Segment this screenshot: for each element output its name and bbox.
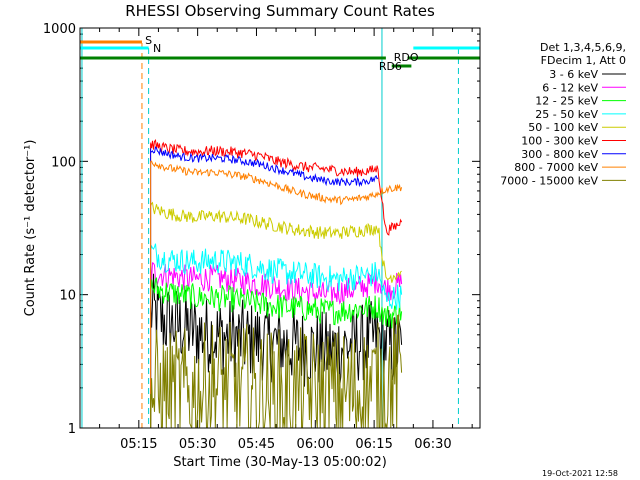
series-line-3 (150, 243, 403, 310)
x-tick-label: 06:30 (414, 437, 451, 452)
chart-title: RHESSI Observing Summary Count Rates (125, 2, 435, 20)
y-tick-label: 100 (51, 155, 76, 170)
y-tick-label: 1 (68, 422, 76, 437)
x-tick-label: 05:15 (120, 437, 157, 452)
y-axis-label: Count Rate (s⁻¹ detector⁻¹) (23, 140, 38, 317)
series-line-6 (150, 146, 379, 188)
legend-label: 12 - 25 keV (535, 95, 598, 108)
x-axis-label: Start Time (30-May-13 05:00:02) (173, 455, 387, 470)
x-tick-label: 06:15 (355, 437, 392, 452)
footer-date: 19-Oct-2021 12:58 (542, 469, 618, 478)
y-tick-label: 10 (59, 289, 76, 304)
legend-label: 3 - 6 keV (549, 68, 598, 81)
x-tick-label: 06:00 (297, 437, 334, 452)
saa-label: S (145, 34, 152, 47)
rd6-label: RD6 (379, 60, 402, 73)
x-tick-label: 05:45 (238, 437, 275, 452)
legend-label: 800 - 7000 keV (514, 161, 598, 174)
legend-label: 300 - 800 keV (521, 148, 598, 161)
series-line-5 (150, 138, 403, 236)
series-line-0 (150, 273, 403, 387)
x-tick-label: 05:30 (179, 437, 216, 452)
legend-label: 6 - 12 keV (542, 81, 598, 94)
y-tick-label: 1000 (43, 22, 76, 37)
series-line-2 (150, 277, 403, 329)
legend-label: 25 - 50 keV (535, 108, 598, 121)
series-line-1 (150, 262, 403, 305)
legend-header-1: Det 1,3,4,5,6,9, (540, 41, 626, 54)
plot-frame (79, 27, 481, 429)
legend-label: 100 - 300 keV (521, 135, 598, 148)
legend-label: 7000 - 15000 keV (500, 174, 598, 187)
x-axis-ticks: 05:15 05:30 05:45 06:00 06:15 06:30 (99, 28, 473, 452)
series-line-4 (150, 201, 402, 283)
night-label: N (153, 42, 161, 55)
rdo-label: RDO (394, 51, 419, 64)
legend-header-2: FDecim 1, Att 0 (541, 54, 626, 67)
y-axis-ticks: 1 10 100 1000 (43, 22, 480, 437)
series-line-7 (150, 160, 403, 206)
legend-label: 50 - 100 keV (528, 121, 598, 134)
legend: Det 1,3,4,5,6,9, FDecim 1, Att 0 3 - 6 k… (500, 41, 626, 187)
